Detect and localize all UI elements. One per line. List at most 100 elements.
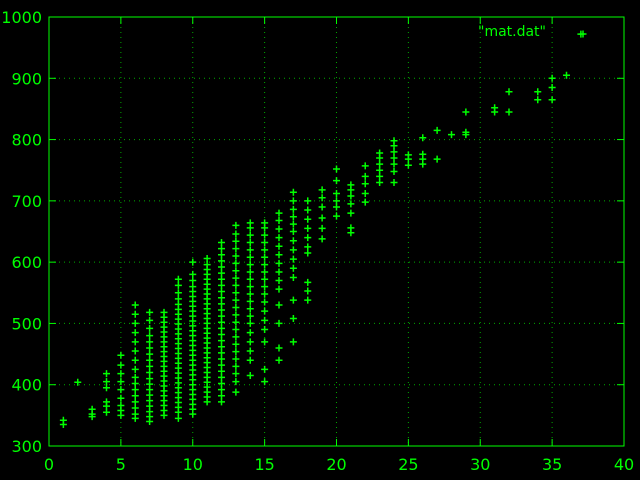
axis-ticks (48, 16, 625, 447)
data-point (232, 221, 240, 229)
data-point (318, 203, 326, 211)
data-point (275, 268, 283, 276)
data-point (103, 408, 110, 416)
data-point (218, 275, 225, 283)
x-tick-label: 15 (254, 455, 274, 474)
data-point (261, 326, 269, 334)
legend-marker (579, 30, 587, 38)
data-point (117, 386, 125, 394)
y-tick-label: 900 (11, 69, 42, 88)
data-point (289, 296, 297, 304)
data-point (174, 295, 182, 303)
data-point (505, 88, 513, 96)
data-point (232, 355, 240, 363)
data-point (376, 166, 384, 174)
data-point (304, 197, 312, 205)
data-point (146, 368, 154, 376)
data-point (246, 312, 254, 320)
data-point (246, 356, 254, 364)
data-point (246, 253, 254, 261)
data-point (246, 261, 254, 269)
data-point (289, 188, 297, 196)
data-point (433, 155, 441, 163)
data-point (232, 318, 240, 326)
legend-label: "mat.dat" (478, 24, 546, 40)
data-point (232, 303, 240, 311)
data-point (131, 373, 139, 381)
data-point (261, 283, 269, 291)
data-point (347, 224, 355, 232)
data-point (174, 289, 182, 297)
data-point (289, 315, 297, 323)
x-tick-label: 5 (116, 455, 126, 474)
data-point (232, 326, 240, 334)
data-point (246, 268, 254, 276)
data-point (131, 398, 139, 406)
data-point (333, 177, 340, 185)
data-point (304, 287, 312, 295)
data-point (318, 235, 326, 243)
data-point (275, 209, 283, 217)
data-point (433, 126, 441, 134)
data-point (232, 267, 240, 275)
y-tick-label: 500 (11, 314, 42, 333)
data-point (203, 254, 211, 262)
y-tick-label: 600 (11, 253, 42, 272)
y-tick-label: 800 (11, 131, 42, 150)
data-point (275, 216, 283, 224)
data-point (275, 285, 283, 293)
data-point (218, 294, 225, 302)
data-point (261, 275, 269, 283)
data-point (333, 165, 340, 173)
data-point (232, 370, 240, 378)
data-point (246, 246, 254, 254)
data-point (74, 378, 82, 386)
data-point (304, 224, 312, 232)
y-tick-label: 300 (11, 437, 42, 456)
data-point (131, 338, 139, 346)
data-point (232, 333, 240, 341)
data-point (376, 178, 384, 186)
data-point (131, 356, 139, 364)
data-point (261, 268, 269, 276)
data-point (146, 344, 154, 352)
data-point (304, 249, 312, 257)
data-point (232, 259, 240, 267)
axis-tick-labels: 0 5 10 15 20 25 30 35 40 300 400 500 600 700 800 900 100… (1, 8, 634, 474)
data-point (146, 356, 154, 364)
data-point (534, 96, 542, 104)
data-point (390, 137, 398, 145)
data-point (189, 258, 197, 266)
data-point (146, 350, 154, 358)
data-point (275, 356, 283, 364)
data-point (203, 261, 211, 269)
data-point (304, 206, 312, 214)
data-point (246, 239, 254, 247)
data-point (563, 71, 570, 79)
data-point (131, 347, 139, 355)
data-point (218, 398, 225, 406)
data-point (117, 370, 125, 378)
legend: "mat.dat" (478, 24, 587, 40)
data-point (275, 319, 283, 327)
data-point (131, 386, 139, 394)
data-point (117, 361, 125, 369)
data-point (146, 316, 154, 324)
data-point (304, 234, 312, 242)
data-point (275, 259, 283, 267)
data-point (218, 361, 225, 369)
data-point (361, 190, 369, 198)
data-point (289, 273, 297, 281)
data-point (246, 275, 254, 283)
grid-lines (49, 17, 624, 446)
data-point (218, 379, 225, 387)
data-point (117, 378, 125, 386)
data-point (261, 338, 269, 346)
data-point (347, 181, 355, 189)
data-point (232, 388, 240, 396)
data-point (275, 301, 283, 309)
data-point (404, 161, 412, 169)
data-point (131, 319, 139, 327)
data-point (218, 245, 225, 253)
